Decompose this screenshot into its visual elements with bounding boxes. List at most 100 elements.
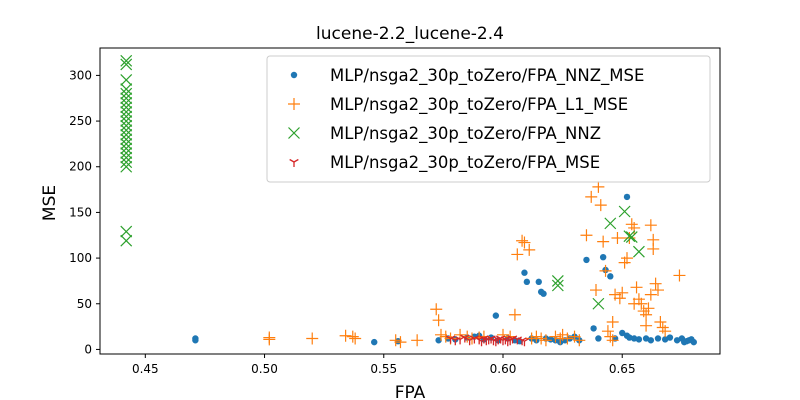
data-point: [120, 156, 133, 169]
data-point: [120, 115, 133, 127]
data-point: [618, 205, 631, 218]
data-point: [523, 278, 531, 286]
data-point: [120, 58, 133, 71]
data-point: [561, 332, 574, 345]
data-point: [120, 119, 133, 132]
data-point: [599, 253, 607, 261]
data-point: [594, 199, 607, 212]
data-point: [632, 245, 645, 258]
y-tick-label: 300: [69, 68, 92, 82]
data-point: [394, 338, 402, 345]
legend-marker: [290, 71, 298, 79]
data-point: [497, 328, 509, 341]
data-point: [120, 92, 133, 105]
data-point: [521, 269, 528, 276]
data-point: [120, 124, 133, 137]
data-point: [592, 297, 605, 310]
data-point: [120, 147, 133, 159]
data-point: [411, 334, 424, 347]
data-point: [432, 314, 445, 327]
data-point: [613, 292, 626, 305]
legend-marker: [289, 158, 299, 167]
x-tick-label: 0.65: [609, 362, 636, 376]
data-point: [539, 334, 552, 347]
data-point: [346, 330, 359, 343]
data-point: [690, 338, 697, 346]
data-point: [635, 336, 643, 343]
data-point: [619, 329, 626, 337]
data-point: [460, 334, 470, 343]
data-point: [597, 235, 610, 248]
data-point: [625, 231, 638, 244]
data-point: [626, 334, 633, 341]
data-point: [623, 193, 631, 201]
data-point: [583, 256, 590, 264]
data-point: [606, 316, 619, 329]
data-point: [573, 334, 586, 347]
legend-marker: [288, 98, 300, 110]
legend-label: MLP/nsga2_30p_toZero/FPA_MSE: [330, 153, 600, 173]
data-point: [642, 302, 655, 315]
data-point: [430, 303, 443, 316]
chart-title: lucene-2.2_lucene-2.4: [316, 24, 504, 44]
data-point: [511, 248, 524, 261]
data-point: [647, 242, 660, 255]
data-point: [371, 338, 378, 346]
data-point: [120, 234, 133, 247]
data-point: [540, 290, 547, 297]
data-point: [666, 334, 674, 341]
data-point: [120, 151, 133, 164]
data-point: [621, 252, 633, 265]
data-point: [628, 297, 641, 310]
y-tick-label: 100: [69, 251, 92, 265]
y-tick-label: 200: [69, 160, 92, 174]
data-point: [523, 243, 536, 256]
data-point: [649, 277, 662, 290]
data-point: [640, 308, 653, 321]
data-point: [599, 264, 612, 277]
data-point: [595, 335, 602, 342]
data-point: [492, 312, 500, 319]
legend-marker: [288, 127, 300, 139]
data-point: [616, 286, 629, 299]
series-group: [120, 54, 645, 310]
data-point: [306, 332, 319, 345]
data-point: [551, 275, 564, 287]
data-point: [551, 279, 564, 292]
legend-box: [266, 55, 711, 183]
data-point: [606, 334, 619, 347]
series-group: [263, 180, 686, 349]
data-point: [590, 284, 602, 297]
series-group: [445, 334, 530, 347]
data-point: [530, 330, 543, 343]
data-point: [120, 110, 133, 123]
y-tick-label: 150: [69, 205, 92, 219]
data-point: [623, 230, 636, 243]
data-point: [120, 96, 133, 109]
data-point: [120, 106, 133, 118]
data-point: [673, 269, 686, 282]
data-point: [120, 128, 133, 141]
data-point: [120, 137, 133, 150]
data-point: [120, 160, 133, 173]
data-point: [654, 316, 667, 329]
data-point: [389, 334, 402, 347]
data-point: [192, 335, 199, 342]
series-group: [192, 193, 697, 346]
x-tick-label: 0.45: [132, 362, 159, 376]
axis-ticks: 0.45 0.50 0.55 0.60 0.65 0 50 100 150 200 250 300: [69, 68, 635, 376]
x-axis-title: FPA: [395, 383, 426, 400]
data-point: [508, 308, 521, 321]
data-point: [549, 330, 562, 343]
y-tick-label: 250: [69, 114, 92, 128]
data-point: [120, 101, 133, 114]
data-point: [120, 54, 133, 67]
data-point: [535, 332, 548, 345]
data-point: [339, 329, 352, 342]
x-tick-label: 0.60: [490, 362, 517, 376]
y-axis-title: MSE: [40, 185, 60, 221]
data-point: [652, 284, 664, 297]
data-point: [120, 133, 133, 146]
data-point: [630, 335, 638, 342]
